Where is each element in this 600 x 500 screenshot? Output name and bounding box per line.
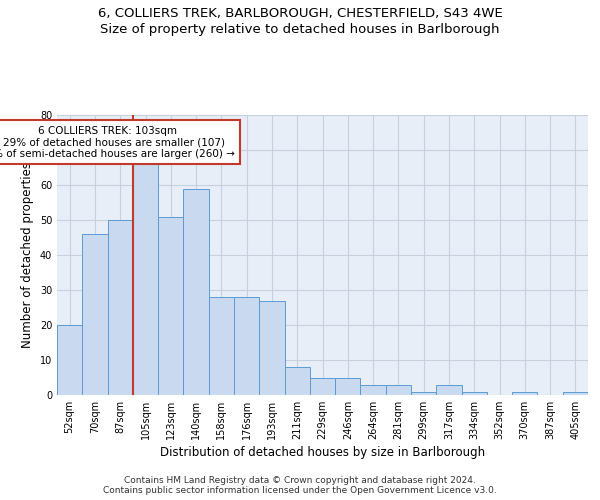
Bar <box>107 220 133 395</box>
Text: Contains HM Land Registry data © Crown copyright and database right 2024.
Contai: Contains HM Land Registry data © Crown c… <box>103 476 497 495</box>
Bar <box>209 297 234 395</box>
Text: Size of property relative to detached houses in Barlborough: Size of property relative to detached ho… <box>100 22 500 36</box>
Bar <box>158 216 184 395</box>
Y-axis label: Number of detached properties: Number of detached properties <box>21 162 34 348</box>
Bar <box>386 384 411 395</box>
Bar <box>57 325 82 395</box>
Bar <box>259 300 284 395</box>
Bar <box>436 384 461 395</box>
Bar <box>411 392 436 395</box>
Bar <box>310 378 335 395</box>
Text: 6, COLLIERS TREK, BARLBOROUGH, CHESTERFIELD, S43 4WE: 6, COLLIERS TREK, BARLBOROUGH, CHESTERFI… <box>98 8 502 20</box>
Bar <box>361 384 386 395</box>
Bar <box>461 392 487 395</box>
Bar <box>284 367 310 395</box>
Bar <box>82 234 107 395</box>
Bar <box>234 297 259 395</box>
X-axis label: Distribution of detached houses by size in Barlborough: Distribution of detached houses by size … <box>160 446 485 459</box>
Bar <box>133 164 158 395</box>
Bar <box>184 188 209 395</box>
Bar <box>563 392 588 395</box>
Bar <box>512 392 538 395</box>
Text: 6 COLLIERS TREK: 103sqm
← 29% of detached houses are smaller (107)
70% of semi-d: 6 COLLIERS TREK: 103sqm ← 29% of detache… <box>0 126 235 158</box>
Bar <box>335 378 361 395</box>
